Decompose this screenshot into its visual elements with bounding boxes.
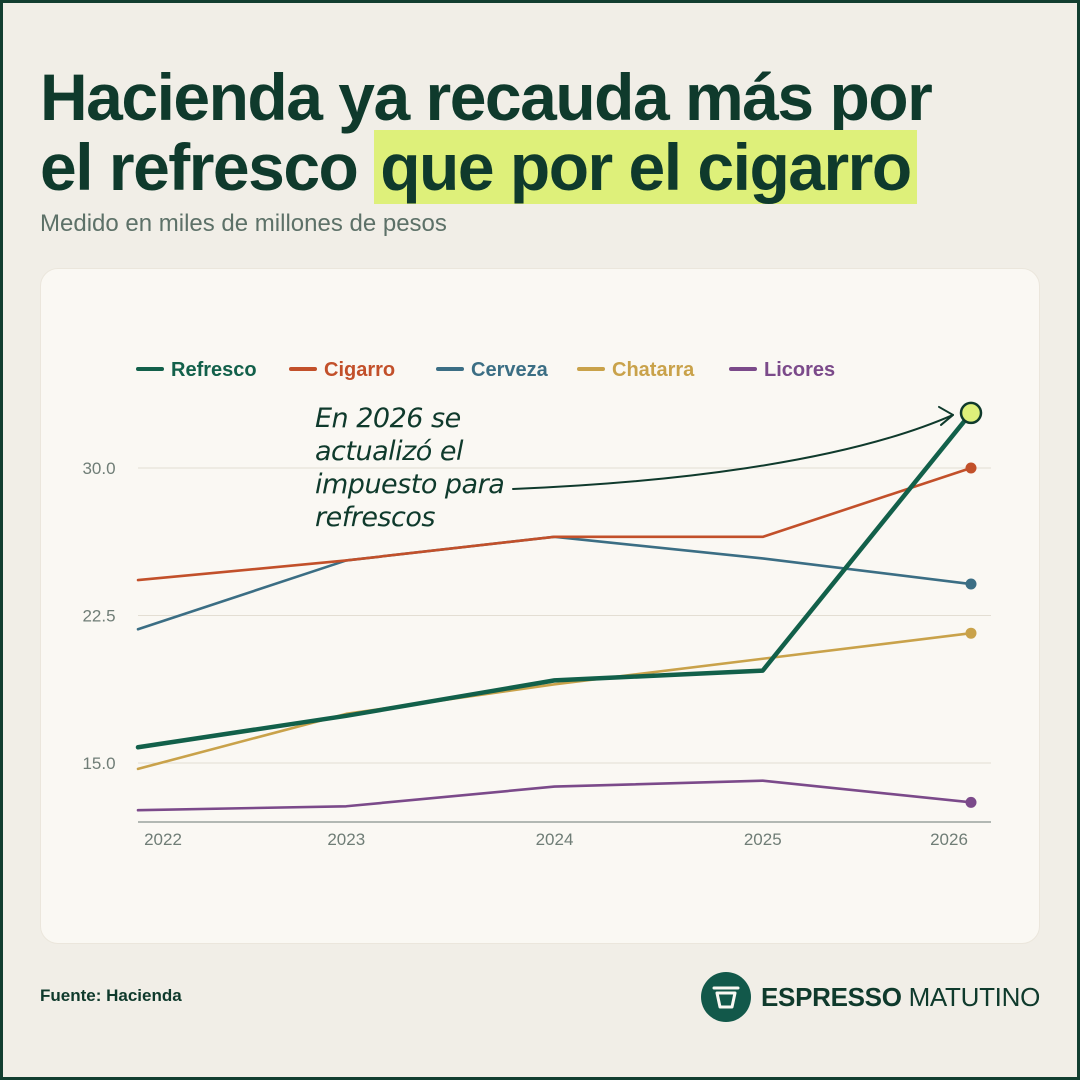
series-endpoint-cigarro <box>965 462 977 474</box>
series-line-licores <box>136 779 973 812</box>
series-line-chatarra <box>136 631 973 771</box>
series-endpoint-refresco <box>959 401 983 425</box>
annotation-arrowhead <box>938 405 954 426</box>
legend-item-refresco: Refresco <box>136 359 257 381</box>
legend-label: Cerveza <box>471 359 549 381</box>
x-tick-label: 2023 <box>327 830 365 849</box>
series-line-cigarro <box>136 466 973 582</box>
brand-name-light: MATUTINO <box>901 981 1041 1012</box>
annotation-line: actualizó el <box>315 436 464 467</box>
source-note: Fuente: Hacienda <box>40 986 182 1005</box>
page-subtitle: Medido en miles de millones de pesos <box>40 210 447 237</box>
x-tick-label: 2022 <box>144 830 182 849</box>
line-chart: 15.0 22.5 30.0 2022 2023 2024 2025 2026 Refresco… <box>82 359 991 849</box>
espresso-cup-icon <box>700 972 751 1022</box>
annotation-line: refrescos <box>315 502 435 533</box>
legend-item-licores: Licores <box>729 359 835 381</box>
legend-label: Chatarra <box>612 359 695 381</box>
page-title: Hacienda ya recauda más por el refresco … <box>40 60 1040 204</box>
x-tick-label: 2025 <box>744 830 782 849</box>
x-tick-label: 2024 <box>536 830 574 849</box>
chart-card: 15.0 22.5 30.0 2022 2023 2024 2025 2026 Refresco… <box>40 268 1040 944</box>
title-line-1: Hacienda ya recauda más por <box>40 60 933 134</box>
y-tick-label: 30.0 <box>82 459 115 478</box>
legend-item-cigarro: Cigarro <box>289 359 395 381</box>
series-line-refresco <box>135 410 974 750</box>
legend-label: Licores <box>764 359 835 381</box>
brand-name-bold: ESPRESSO <box>760 981 902 1012</box>
title-highlight: que por el cigarro <box>374 130 917 204</box>
legend-label: Cigarro <box>324 359 395 381</box>
legend-label: Refresco <box>171 359 257 381</box>
annotation-arrow <box>512 413 954 490</box>
brand-name: ESPRESSO MATUTINO <box>761 982 1040 1013</box>
legend-item-chatarra: Chatarra <box>577 359 695 381</box>
y-tick-label: 22.5 <box>82 607 115 626</box>
legend-item-cerveza: Cerveza <box>436 359 549 381</box>
x-tick-label: 2026 <box>930 830 968 849</box>
annotation-line: En 2026 se <box>315 403 461 434</box>
brand: ESPRESSO MATUTINO <box>700 972 1040 1022</box>
series-endpoint-cerveza <box>965 578 977 590</box>
y-tick-label: 15.0 <box>82 754 115 773</box>
series-endpoint-licores <box>965 796 977 808</box>
annotation-line: impuesto para <box>315 469 504 500</box>
series-endpoint-chatarra <box>965 627 977 639</box>
title-line-2-plain: el refresco <box>40 130 375 204</box>
